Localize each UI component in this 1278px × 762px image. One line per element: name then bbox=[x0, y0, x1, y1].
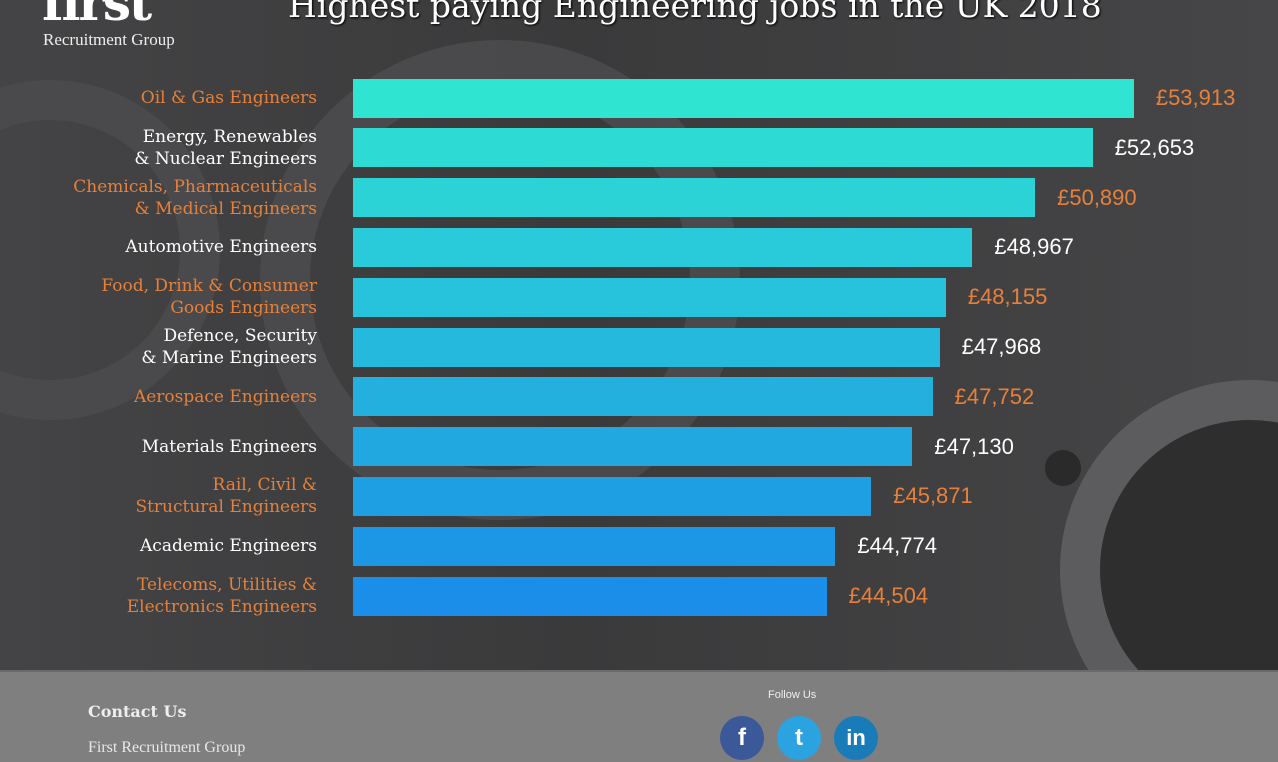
category-label-line: Automotive Engineers bbox=[125, 237, 317, 258]
category-label: Food, Drink & Consumer Goods Engineers bbox=[0, 275, 317, 319]
facebook-icon[interactable]: f bbox=[720, 716, 764, 760]
category-label-line: Rail, Civil & bbox=[212, 475, 317, 496]
value-label: £52,653 bbox=[1114, 134, 1195, 160]
category-label: Chemicals, Pharmaceuticals & Medical Engi… bbox=[0, 176, 317, 220]
category-label-line: Defence, Security bbox=[163, 326, 317, 346]
category-label-line: Oil & Gas Engineers bbox=[140, 88, 317, 108]
value-label: £47,130 bbox=[934, 433, 1014, 459]
bar bbox=[353, 128, 1093, 168]
footer: Contact Us First Recruitment Group Follo… bbox=[0, 670, 1278, 762]
chart-area: first Recruitment Group Highest paying E… bbox=[0, 0, 1278, 670]
category-label: Aerospace Engineers bbox=[0, 386, 317, 408]
category-label-line: Aerospace Engineers bbox=[133, 386, 317, 407]
logo: first bbox=[42, 0, 152, 32]
value-label: £53,913 bbox=[1155, 85, 1236, 110]
bar bbox=[353, 227, 973, 267]
bar bbox=[353, 476, 872, 516]
value-label: £44,504 bbox=[848, 583, 929, 608]
category-label: Energy, Renewables & Nuclear Engineers bbox=[0, 126, 317, 170]
gear-decoration bbox=[1045, 450, 1081, 486]
value-label: £47,968 bbox=[961, 334, 1042, 359]
category-label: Academic Engineers bbox=[0, 535, 317, 557]
contact-heading: Contact Us bbox=[88, 702, 187, 721]
category-label: Materials Engineers bbox=[0, 436, 317, 458]
value-label: £48,155 bbox=[967, 284, 1048, 310]
category-label: Automotive Engineers bbox=[0, 236, 317, 258]
value-label: £44,774 bbox=[857, 533, 937, 559]
chart-title: Highest paying Engineering jobs in the U… bbox=[288, 0, 1102, 25]
category-label: Rail, Civil & Structural Engineers bbox=[0, 474, 317, 518]
value-label: £48,967 bbox=[994, 234, 1074, 260]
bar bbox=[353, 377, 933, 417]
category-label: Defence, Security & Marine Engineers bbox=[0, 325, 317, 369]
value-label: £45,871 bbox=[893, 483, 973, 509]
bar bbox=[353, 78, 1134, 118]
category-label-line: & Medical Engineers bbox=[134, 198, 317, 219]
gear-decoration bbox=[1060, 380, 1278, 670]
company-name: First Recruitment Group bbox=[88, 739, 246, 756]
category-label-line: Goods Engineers bbox=[170, 298, 317, 319]
category-label-line: Chemicals, Pharmaceuticals bbox=[73, 176, 317, 197]
category-label-line: Electronics Engineers bbox=[126, 597, 317, 617]
bar bbox=[353, 277, 946, 317]
bar bbox=[353, 327, 940, 367]
category-label-line: Food, Drink & Consumer bbox=[101, 276, 317, 297]
value-label: £47,752 bbox=[954, 383, 1035, 409]
linkedin-icon[interactable]: in bbox=[834, 716, 878, 760]
category-label-line: Energy, Renewables bbox=[142, 126, 317, 147]
category-label-line: & Marine Engineers bbox=[141, 348, 317, 368]
logo-subtitle: Recruitment Group bbox=[43, 30, 175, 49]
category-label: Telecoms, Utilities & Electronics Enginee… bbox=[0, 574, 317, 618]
category-label-line: & Nuclear Engineers bbox=[134, 148, 317, 169]
category-label-line: Materials Engineers bbox=[141, 436, 317, 457]
category-label-line: Telecoms, Utilities & bbox=[136, 575, 317, 595]
follow-label: Follow Us bbox=[768, 689, 817, 701]
bar bbox=[353, 178, 1036, 218]
bar bbox=[353, 526, 836, 566]
category-label-line: Academic Engineers bbox=[140, 536, 317, 557]
bar bbox=[353, 576, 827, 616]
twitter-icon[interactable]: t bbox=[777, 716, 821, 760]
category-label: Oil & Gas Engineers bbox=[0, 87, 317, 109]
category-label-line: Structural Engineers bbox=[135, 497, 317, 518]
value-label: £50,890 bbox=[1057, 184, 1137, 210]
bar bbox=[353, 427, 913, 467]
